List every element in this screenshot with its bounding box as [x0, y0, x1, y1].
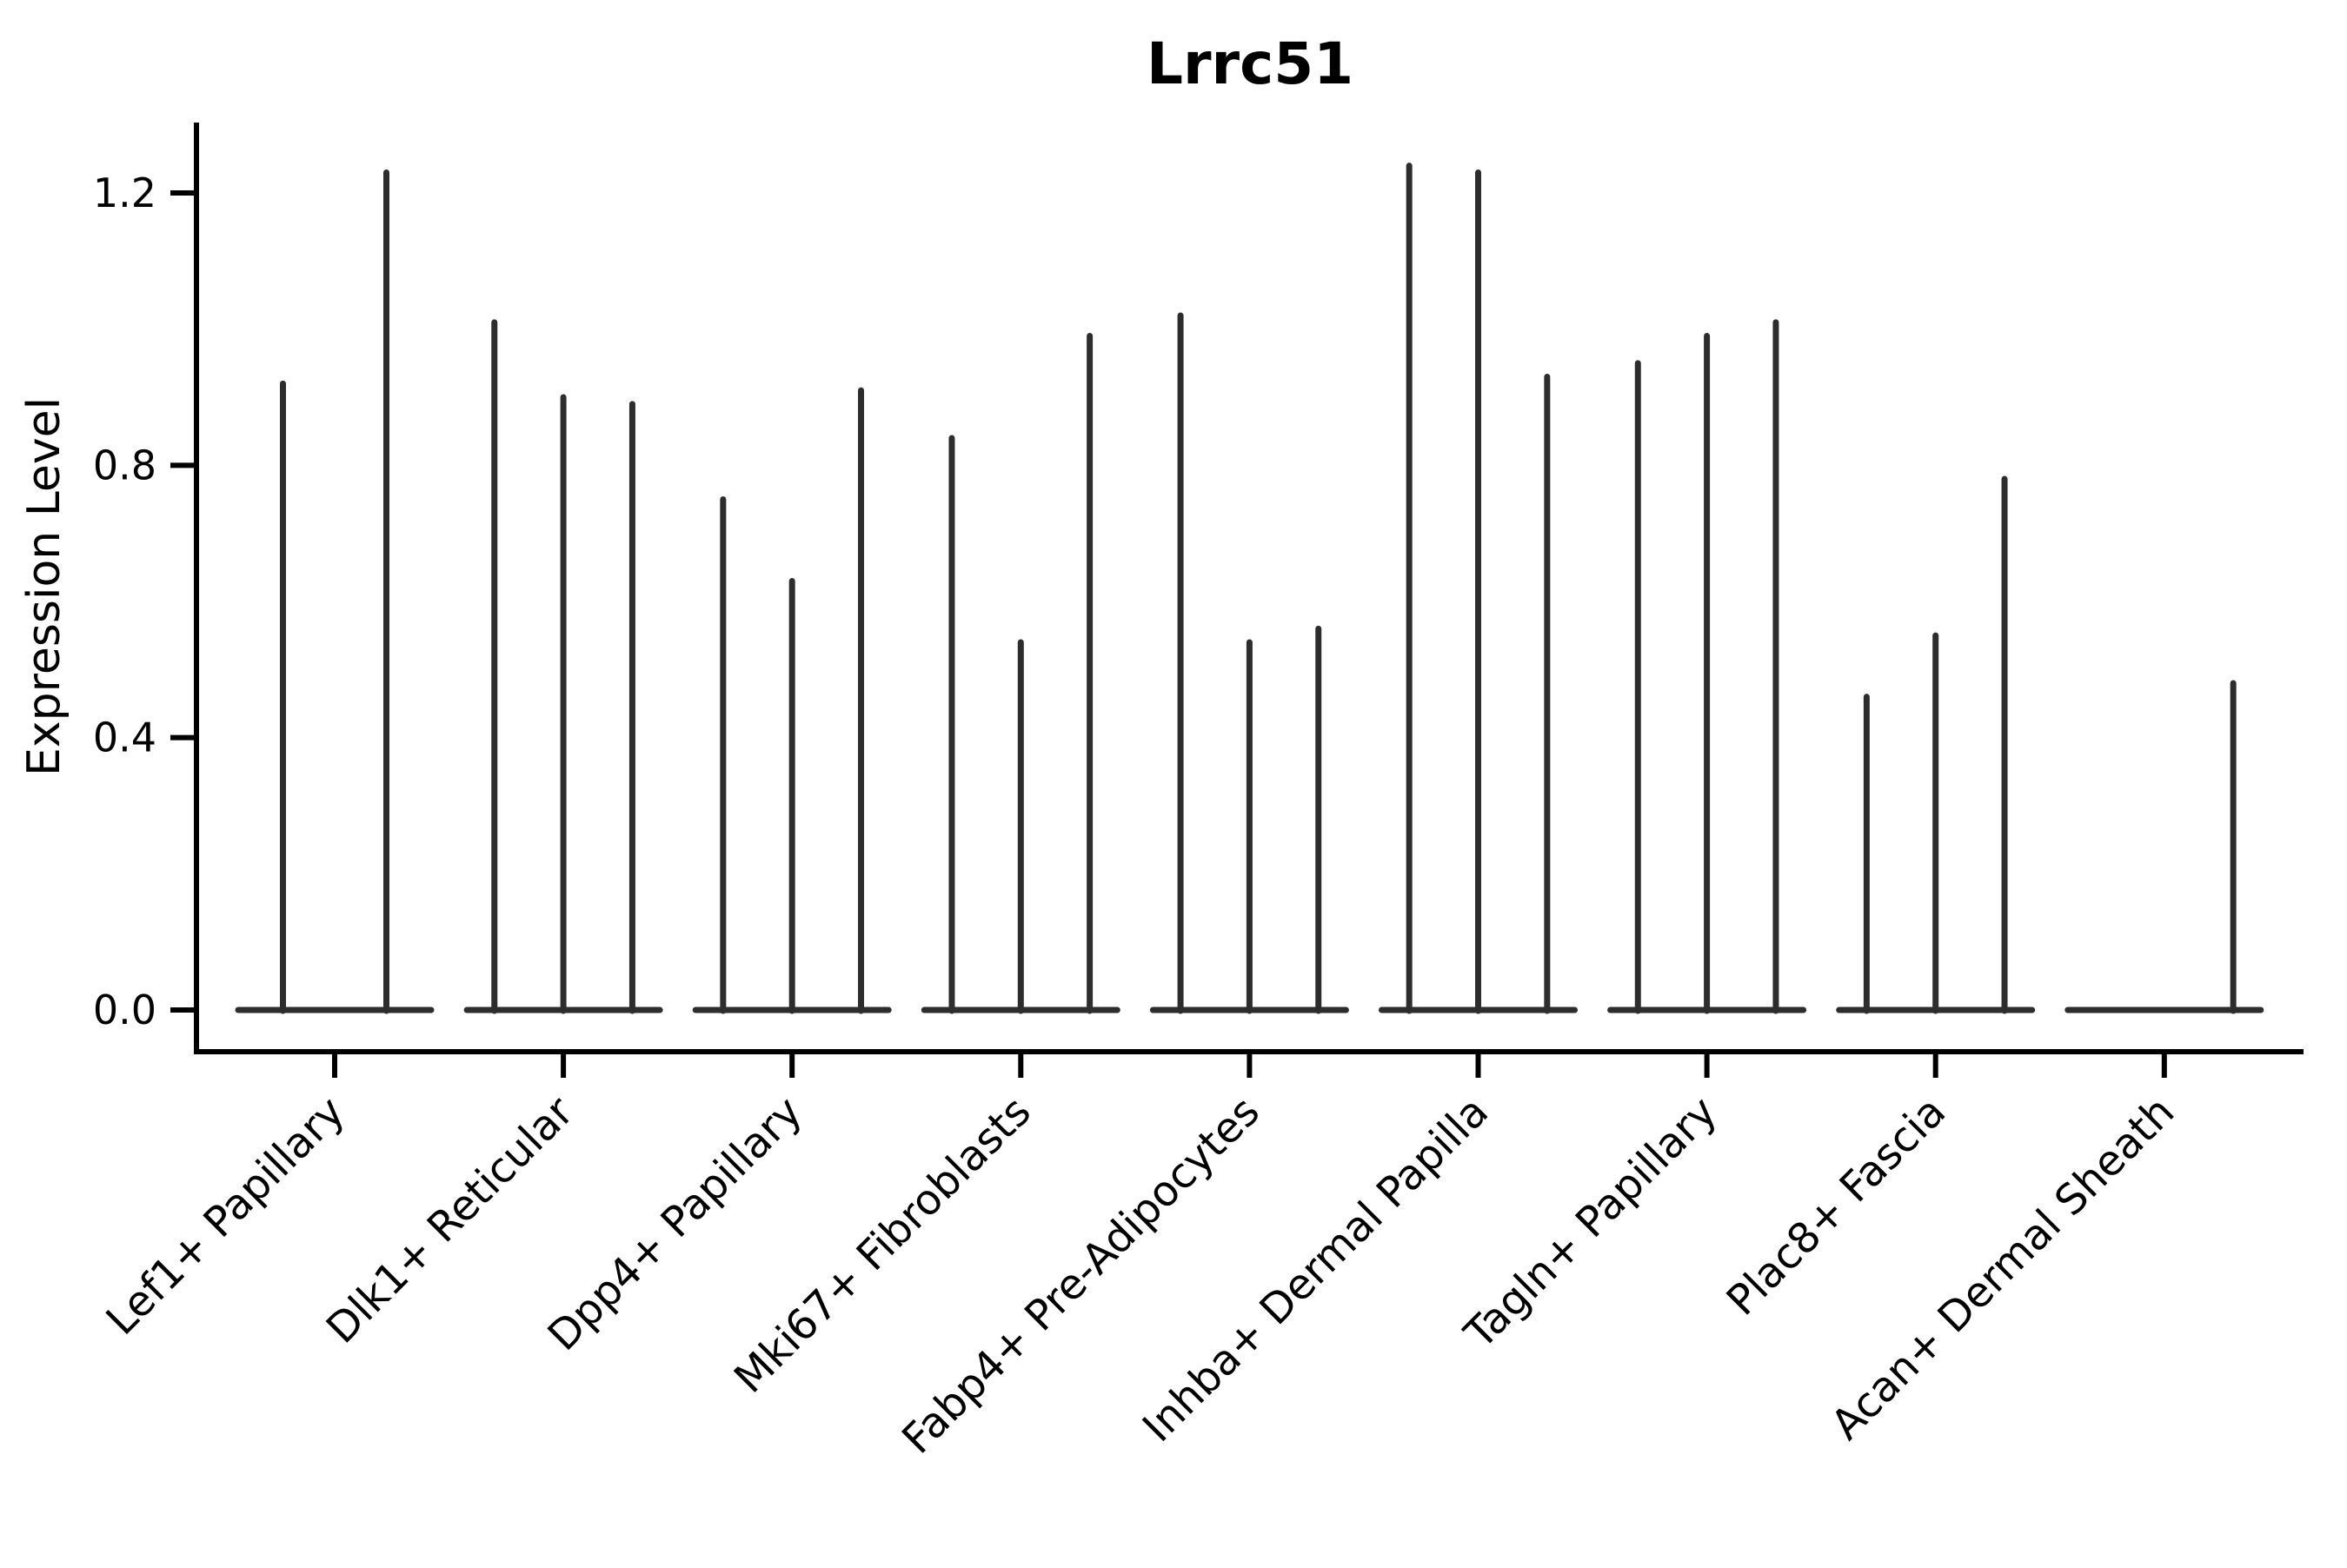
violin-group: [463, 319, 663, 1014]
violin-group: [1607, 319, 1807, 1014]
chart-title: Lrrc51: [1147, 30, 1353, 97]
violin-group: [2064, 680, 2264, 1014]
violin-group: [1836, 475, 2036, 1014]
violin-group: [1149, 312, 1349, 1014]
x-category-label: Dlk1+ Reticular: [317, 1087, 583, 1353]
y-tick-label: 0.4: [93, 714, 156, 761]
violin-group: [1379, 163, 1578, 1014]
y-tick-label: 0.0: [93, 987, 156, 1033]
violin-group: [235, 169, 435, 1014]
y-axis-label: Expression Level: [18, 397, 70, 776]
y-tick-label: 0.8: [93, 442, 156, 488]
x-category-label: Dpp4+ Papillary: [539, 1087, 812, 1360]
violin-marks-layer: [235, 163, 2264, 1014]
violin-group: [692, 387, 892, 1014]
axes-layer: [170, 123, 2304, 1078]
x-category-label: Lef1+ Papillary: [97, 1087, 355, 1345]
x-category-label: Plac8+ Fascia: [1718, 1087, 1956, 1325]
y-tick-label: 1.2: [93, 169, 156, 216]
x-category-label: Tagln+ Papillary: [1455, 1087, 1726, 1359]
violin-group: [921, 333, 1120, 1014]
